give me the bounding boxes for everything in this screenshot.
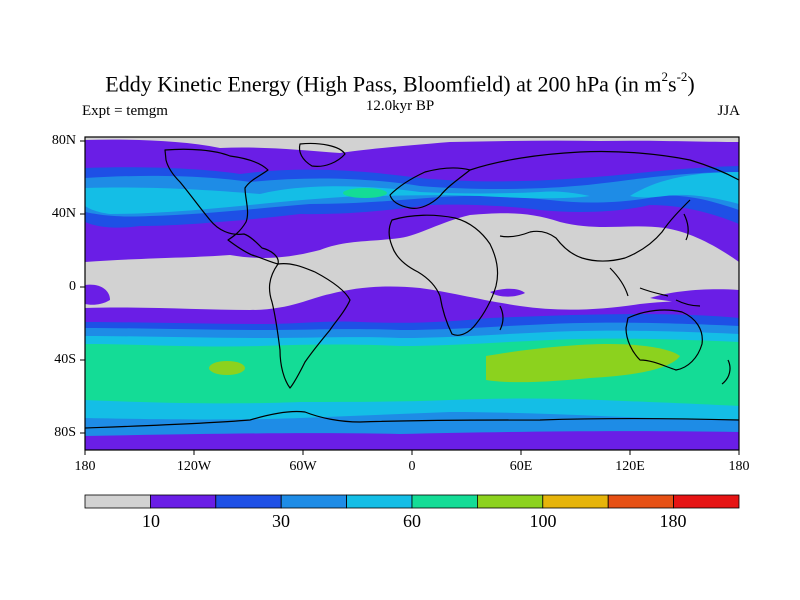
coast-north-america: [164, 148, 279, 265]
colorbar-label-180: 180: [659, 511, 687, 531]
colorbar-label-30: 30: [272, 511, 290, 531]
lon-label-60e: 60E: [509, 459, 533, 474]
lat-label-40n: 40N: [51, 206, 76, 221]
colorbar-swatch-5: [411, 494, 478, 509]
trop-blob-1: [85, 284, 110, 305]
colorbar-swatch-2: [215, 494, 282, 509]
colorbar-swatch-6: [476, 494, 544, 509]
lon-label-60w: 60W: [289, 459, 317, 474]
colorbar-swatch-9: [673, 494, 740, 509]
plot-title: Eddy Kinetic Energy (High Pass, Bloomfie…: [105, 69, 695, 97]
trop-blob-2: [490, 288, 525, 297]
lon-label-0: 0: [408, 459, 416, 474]
colorbar-swatch-8: [607, 494, 675, 509]
lon-label-120e: 120E: [615, 459, 645, 474]
colorbar-swatch-1: [149, 494, 217, 509]
axis-ticks: [80, 140, 740, 455]
lat-label-80n: 80N: [51, 133, 76, 148]
coast-asia: [469, 150, 739, 262]
lon-label-180w: 180: [74, 459, 96, 474]
lon-label-180e: 180: [728, 459, 750, 474]
coast-madagascar: [499, 305, 504, 331]
contour-field: [85, 137, 739, 450]
colorbar-swatch-7: [542, 494, 609, 509]
coast-greenland: [298, 142, 346, 167]
antarctic-purple: [85, 431, 739, 450]
coast-new-zealand: [721, 359, 731, 385]
experiment-label: Expt = temgm: [82, 103, 168, 119]
colorbar-label-60: 60: [403, 511, 421, 531]
nh-polar-cap: [85, 137, 739, 153]
nh-storm-track-50: [85, 186, 590, 214]
coast-antarctica: [85, 410, 739, 429]
colorbar-swatch-0: [84, 494, 151, 509]
lon-label-120w: 120W: [176, 459, 212, 474]
nh-atlantic-max-60: [343, 188, 387, 198]
sh-indian-max-100: [486, 344, 680, 383]
colorbar-label-10: 10: [142, 511, 160, 531]
season-label: JJA: [717, 103, 740, 119]
coast-europe: [389, 167, 471, 209]
colorbar-swatch-3: [280, 494, 348, 509]
colorbar-swatch-4: [346, 494, 413, 509]
coast-se-asia: [609, 267, 701, 307]
coast-africa: [388, 214, 499, 336]
lat-label-80s: 80S: [54, 425, 76, 440]
coast-australia: [625, 309, 703, 371]
coastlines: [85, 142, 739, 429]
coast-japan: [683, 213, 689, 241]
nh-npac-core: [630, 172, 739, 204]
lat-label-eq: 0: [69, 279, 76, 294]
lat-label-40s: 40S: [54, 352, 76, 367]
trop-blob-3: [650, 289, 739, 304]
coast-south-america: [268, 263, 351, 389]
plot-subtitle: 12.0kyr BP: [365, 98, 435, 114]
sh-pacific-max-100: [209, 361, 245, 375]
colorbar-label-100: 100: [529, 511, 557, 531]
colorbar: [84, 494, 740, 509]
